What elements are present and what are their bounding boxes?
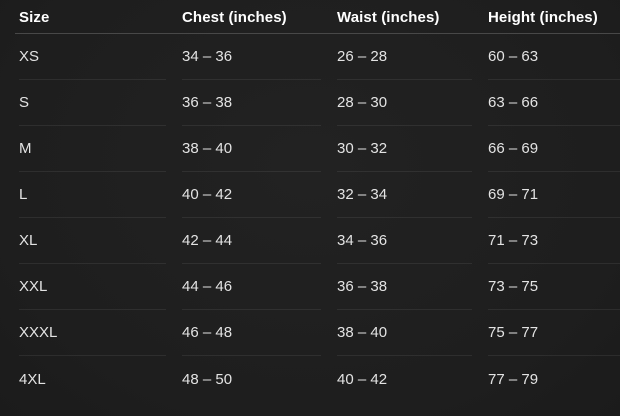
size-cell: XL: [19, 218, 166, 264]
waist-range-cell: 38 – 40: [337, 310, 472, 356]
waist-range-cell: 40 – 42: [337, 370, 388, 388]
height-range-cell: 75 – 77: [488, 310, 620, 356]
height-range-cell: 60 – 63: [488, 34, 620, 80]
table-header-row: Size Chest (inches) Waist (inches) Heigh…: [15, 1, 620, 34]
table-row-s: S 36 – 38 28 – 30 63 – 66: [0, 80, 620, 126]
height-range-cell: 73 – 75: [488, 264, 620, 310]
table-row-xxxl: XXXL 46 – 48 38 – 40 75 – 77: [0, 310, 620, 356]
column-header-size: Size: [19, 8, 50, 26]
chest-range-cell: 40 – 42: [182, 172, 321, 218]
size-cell: XXL: [19, 264, 166, 310]
size-cell: 4XL: [19, 370, 46, 388]
waist-range-cell: 34 – 36: [337, 218, 472, 264]
height-range-cell: 71 – 73: [488, 218, 620, 264]
size-cell: XXXL: [19, 310, 166, 356]
chest-range-cell: 38 – 40: [182, 126, 321, 172]
size-cell: S: [19, 80, 166, 126]
waist-range-cell: 36 – 38: [337, 264, 472, 310]
chest-range-cell: 46 – 48: [182, 310, 321, 356]
waist-range-cell: 30 – 32: [337, 126, 472, 172]
table-row-l: L 40 – 42 32 – 34 69 – 71: [0, 172, 620, 218]
column-header-waist: Waist (inches): [337, 8, 440, 26]
chest-range-cell: 44 – 46: [182, 264, 321, 310]
column-header-height: Height (inches): [488, 8, 598, 26]
table-row-xs: XS 34 – 36 26 – 28 60 – 63: [0, 34, 620, 80]
table-row-m: M 38 – 40 30 – 32 66 – 69: [0, 126, 620, 172]
waist-range-cell: 26 – 28: [337, 34, 472, 80]
size-cell: XS: [19, 34, 166, 80]
column-header-chest: Chest (inches): [182, 8, 287, 26]
height-range-cell: 66 – 69: [488, 126, 620, 172]
chest-range-cell: 36 – 38: [182, 80, 321, 126]
chest-range-cell: 42 – 44: [182, 218, 321, 264]
size-cell: M: [19, 126, 166, 172]
table-row-4xl: 4XL 48 – 50 40 – 42 77 – 79: [0, 356, 620, 402]
table-row-xxl: XXL 44 – 46 36 – 38 73 – 75: [0, 264, 620, 310]
size-cell: L: [19, 172, 166, 218]
height-range-cell: 63 – 66: [488, 80, 620, 126]
height-range-cell: 77 – 79: [488, 370, 539, 388]
chest-range-cell: 34 – 36: [182, 34, 321, 80]
chest-range-cell: 48 – 50: [182, 370, 233, 388]
waist-range-cell: 28 – 30: [337, 80, 472, 126]
height-range-cell: 69 – 71: [488, 172, 620, 218]
table-row-xl: XL 42 – 44 34 – 36 71 – 73: [0, 218, 620, 264]
waist-range-cell: 32 – 34: [337, 172, 472, 218]
